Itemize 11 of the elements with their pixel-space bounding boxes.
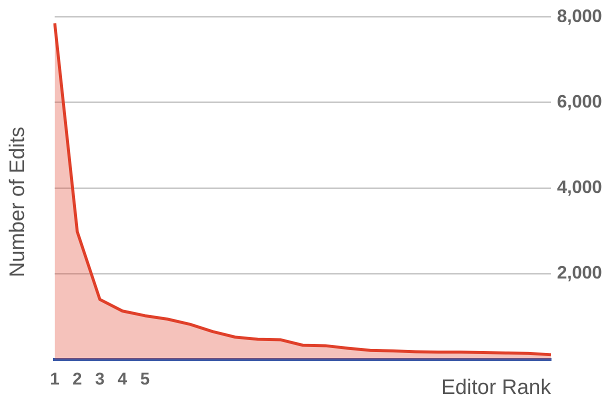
y-tick-label: 6,000 (556, 91, 602, 112)
y-tick-label: 8,000 (556, 6, 602, 26)
x-tick-label: 4 (118, 369, 128, 388)
x-axis-title: Editor Rank (441, 376, 552, 400)
x-tick-label: 1 (50, 369, 60, 388)
y-axis-title: Number of Edits (6, 126, 30, 280)
x-tick-label: 2 (72, 369, 82, 388)
y-tick-label: 4,000 (556, 177, 602, 198)
x-tick-label: 3 (95, 369, 105, 388)
x-tick-label: 5 (140, 369, 150, 388)
y-tick-label: 2,000 (556, 262, 602, 283)
